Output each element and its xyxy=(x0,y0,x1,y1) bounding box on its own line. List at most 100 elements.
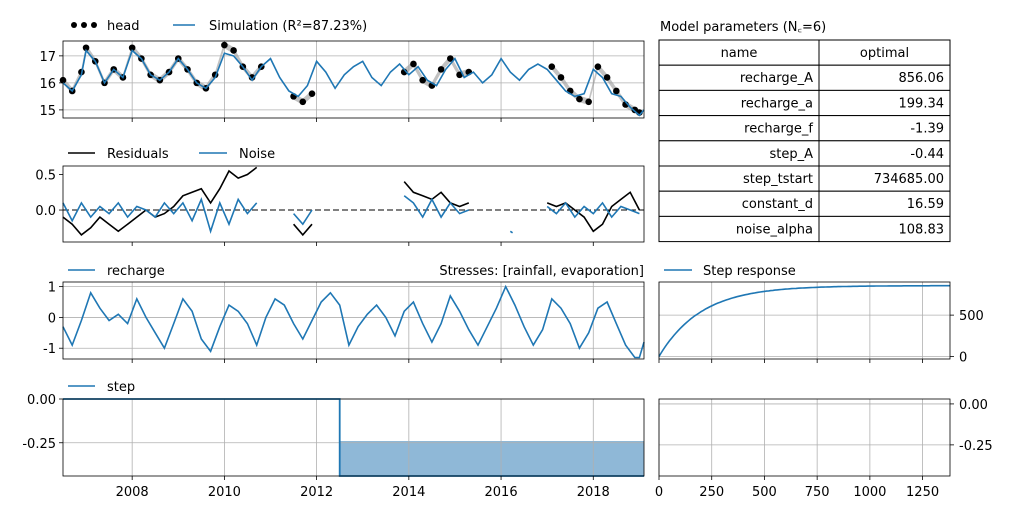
table-param-value: 734685.00 xyxy=(874,172,944,187)
legend-step: step xyxy=(68,380,135,395)
head-point xyxy=(221,41,228,49)
table-cell xyxy=(818,89,951,117)
table-cell xyxy=(658,165,820,192)
step-response-lower-panel: 0.00 -0.25 0 250 500 750 1000 1250 xyxy=(655,398,993,500)
head-point xyxy=(437,66,445,73)
table-cell xyxy=(818,115,951,142)
head-point xyxy=(557,74,565,81)
step-panel: 0.00 -0.25 2008 2010 2012 2014 2016 2018 xyxy=(22,393,645,500)
residuals-line xyxy=(292,223,313,237)
table-param-value: 16.59 xyxy=(907,197,944,212)
table-cell xyxy=(818,140,951,167)
sresp-ytick-label: 500 xyxy=(959,309,984,324)
noise-line xyxy=(292,209,313,226)
simulation-line xyxy=(62,48,645,117)
legend-residuals-label: Residuals xyxy=(107,147,169,162)
head-point xyxy=(576,95,583,103)
step-band xyxy=(339,441,644,476)
sresp2-xtick-label: 500 xyxy=(752,485,777,500)
table-cell xyxy=(818,39,951,66)
noise-line xyxy=(403,195,470,219)
table-header-optimal: optimal xyxy=(860,46,909,61)
residuals-panel: 0.0 0.5 xyxy=(35,165,645,246)
sresp2-xtick-label: 1250 xyxy=(906,485,939,500)
head-point xyxy=(128,44,136,52)
legend-step-label: step xyxy=(107,380,135,395)
step-xtick-label: 2010 xyxy=(208,485,241,500)
step-xtick-label: 2008 xyxy=(116,485,149,500)
step-ytick-label: -0.25 xyxy=(22,437,56,452)
sresp2-xtick-label: 1000 xyxy=(853,485,886,500)
sresp2-xtick-label: 0 xyxy=(655,485,663,500)
recharge-line xyxy=(62,284,645,359)
table-param-name: step_A xyxy=(769,147,813,162)
sresp-ytick-label: 0 xyxy=(959,351,967,366)
sresp2-ytick-label: -0.25 xyxy=(959,439,993,454)
table-param-value: -0.44 xyxy=(910,147,944,162)
sresp2-xtick-label: 250 xyxy=(699,485,724,500)
table-param-name: recharge_f xyxy=(744,122,813,137)
step-ytick-label: 0.00 xyxy=(27,393,56,408)
head-point xyxy=(594,63,602,70)
head-point xyxy=(230,47,237,54)
step-xtick-label: 2012 xyxy=(300,485,333,500)
sresp-frame xyxy=(658,281,951,360)
rech-frame xyxy=(62,281,645,360)
stresses-title: Stresses: [rainfall, evaporation] xyxy=(439,264,644,279)
head-point xyxy=(308,90,316,97)
head-ytick-label: 15 xyxy=(39,104,56,119)
rech-ytick-label: 0 xyxy=(48,311,56,326)
legend-simulation: Simulation (R²=87.23%) xyxy=(173,19,367,34)
residuals-line xyxy=(403,181,470,208)
residuals-line xyxy=(546,191,641,233)
step-frame xyxy=(62,398,645,477)
head-panel: 15 16 17 xyxy=(39,40,645,122)
table-header-name: name xyxy=(721,46,758,61)
head-point xyxy=(410,60,417,68)
table-title: Model parameters (N꜀=6) xyxy=(660,20,826,35)
table-param-name: step_tstart xyxy=(743,172,813,187)
table-cell xyxy=(658,89,820,117)
table-cell xyxy=(658,115,820,142)
legend-step-response-label: Step response xyxy=(703,264,796,279)
table-param-value: 856.06 xyxy=(899,71,945,86)
legend-recharge: recharge xyxy=(68,264,165,279)
table-cell xyxy=(818,165,951,192)
step-xtick-label: 2016 xyxy=(485,485,518,500)
legend-simulation-label: Simulation (R²=87.23%) xyxy=(209,19,367,34)
head-band xyxy=(293,90,312,105)
parameter-table: name optimal recharge_A 856.06 recharge_a 199… xyxy=(658,39,951,243)
head-point xyxy=(447,55,454,62)
recharge-panel: -1 0 1 xyxy=(43,281,645,363)
step-response-panel: 0 500 xyxy=(658,281,984,366)
table-cell xyxy=(658,190,820,217)
table-param-name: recharge_a xyxy=(741,96,813,111)
noise-line xyxy=(509,230,514,234)
legend-head-label: head xyxy=(107,19,139,34)
sresp2-xtick-label: 750 xyxy=(805,485,830,500)
legend-noise-label: Noise xyxy=(239,147,275,162)
table-param-name: recharge_A xyxy=(740,71,813,86)
table-cell xyxy=(818,190,951,217)
step-response-line xyxy=(658,284,950,357)
residuals-line xyxy=(62,166,258,236)
head-point xyxy=(82,44,90,52)
sresp2-ytick-label: 0.00 xyxy=(959,398,988,413)
table-param-value: 108.83 xyxy=(899,222,945,237)
res-ytick-label: 0.5 xyxy=(35,169,56,184)
table-cell xyxy=(818,215,951,243)
head-point xyxy=(548,63,556,70)
legend-head: head xyxy=(71,19,139,34)
res-frame xyxy=(62,165,645,243)
head-point xyxy=(603,74,611,81)
legend-noise: Noise xyxy=(199,147,275,162)
head-point xyxy=(613,87,620,95)
step-xtick-label: 2014 xyxy=(392,485,425,500)
rech-ytick-label: -1 xyxy=(43,342,56,357)
head-ytick-label: 16 xyxy=(39,77,56,92)
head-ytick-label: 17 xyxy=(39,50,56,65)
rech-ytick-label: 1 xyxy=(48,281,56,296)
head-frame xyxy=(62,40,645,119)
head-point xyxy=(585,98,592,106)
